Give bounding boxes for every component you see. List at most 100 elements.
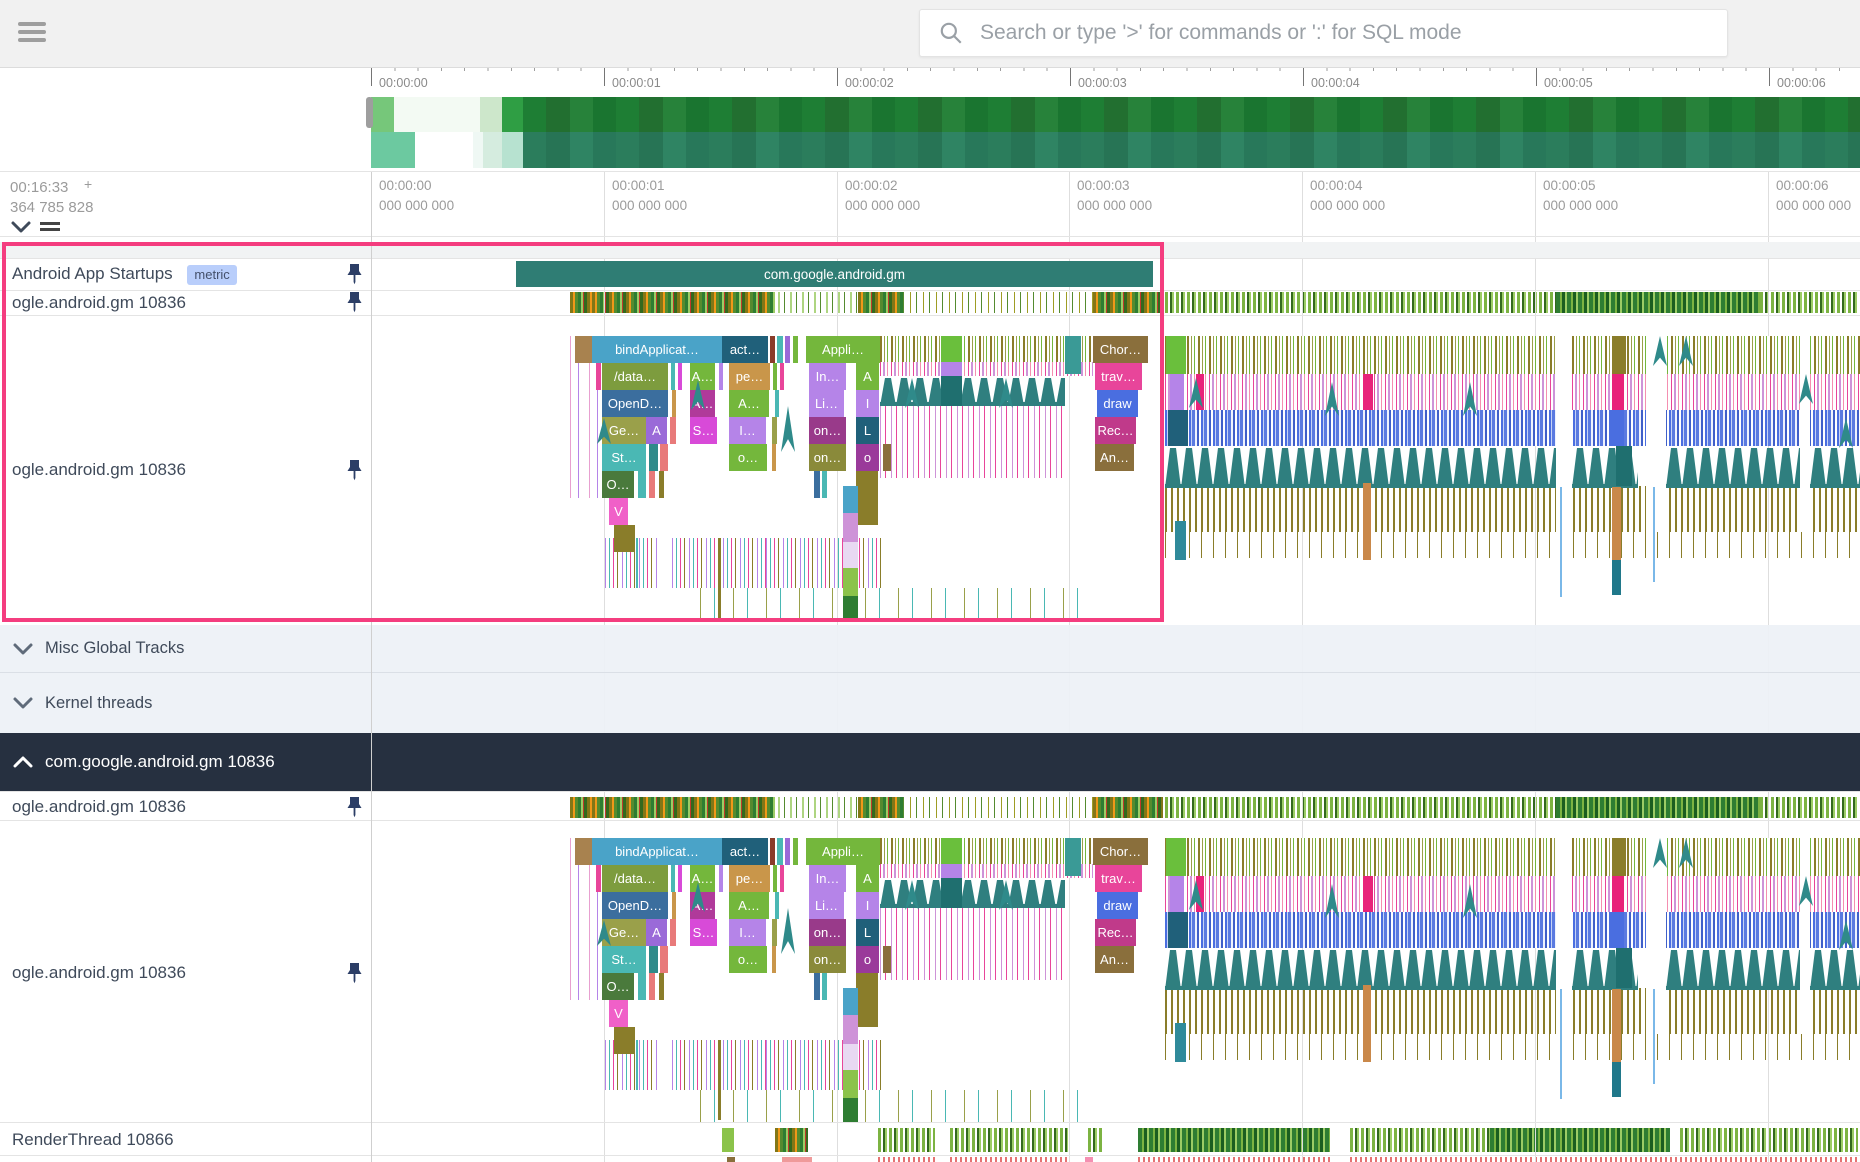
minimap-heat-cell[interactable] — [394, 97, 480, 132]
flame-slice[interactable] — [772, 417, 777, 444]
minimap-heat-cell[interactable] — [502, 97, 523, 132]
strip-segment[interactable] — [727, 1157, 735, 1162]
strip-segment[interactable] — [903, 292, 1093, 313]
flame-block[interactable] — [941, 336, 962, 362]
flame-slice[interactable] — [719, 363, 723, 390]
flame-chart[interactable]: bindApplicat… act… Appli… Chor…/data… A… pe… I… — [0, 322, 1860, 618]
flame-slice[interactable]: OpenD… — [602, 892, 668, 919]
strip-segment[interactable] — [1680, 1128, 1858, 1152]
strip-segment[interactable] — [1088, 1128, 1102, 1152]
flame-slice[interactable]: o… — [729, 946, 767, 973]
flame-slice[interactable] — [772, 946, 776, 973]
group-kernel-threads[interactable]: Kernel threads — [0, 673, 1860, 733]
flame-slice[interactable]: o… — [729, 444, 767, 471]
flame-slice[interactable]: O… — [602, 973, 634, 1000]
flame-slice[interactable]: An… — [1095, 946, 1134, 973]
flame-chart-2[interactable]: bindApplicat… act… Appli… Chor…/data… A… pe… I… — [0, 824, 1860, 1122]
flame-slice[interactable] — [614, 525, 635, 552]
flame-slice[interactable] — [649, 471, 655, 498]
strip-segment[interactable] — [592, 292, 775, 313]
minimap-heat-cell[interactable] — [480, 97, 502, 132]
strip-segment[interactable] — [1165, 292, 1556, 313]
flame-block[interactable] — [1168, 912, 1188, 948]
minimap-heat-cell[interactable] — [523, 97, 1860, 132]
flame-slice[interactable] — [672, 892, 676, 919]
flame-slice[interactable]: act… — [722, 838, 768, 865]
pin-icon[interactable] — [346, 459, 363, 481]
flame-slice[interactable] — [660, 946, 668, 973]
flame-slice[interactable] — [678, 865, 682, 892]
flame-block[interactable] — [941, 838, 962, 864]
strip-segment[interactable] — [570, 292, 592, 313]
flame-slice[interactable] — [649, 444, 658, 471]
flame-slice[interactable]: bindApplicat… — [592, 838, 722, 865]
flame-slice[interactable]: Chor… — [1093, 336, 1148, 363]
flame-block[interactable] — [941, 362, 962, 376]
strip-segment[interactable] — [903, 797, 1093, 818]
flame-block[interactable] — [1363, 374, 1373, 410]
pin-icon[interactable] — [346, 796, 363, 818]
strip-segment[interactable] — [1138, 1128, 1330, 1152]
flame-slice[interactable]: act… — [722, 336, 768, 363]
flame-slice[interactable]: I — [856, 892, 879, 919]
flame-slice[interactable] — [780, 363, 784, 390]
flame-slice[interactable] — [856, 973, 878, 1000]
group-misc-global-tracks[interactable]: Misc Global Tracks — [0, 625, 1860, 673]
strip-segment[interactable] — [1490, 1128, 1670, 1152]
flame-block[interactable] — [1065, 838, 1081, 876]
flame-slice[interactable]: Rec… — [1095, 919, 1136, 946]
flame-slice[interactable] — [777, 838, 783, 865]
search-input[interactable] — [978, 20, 1727, 46]
strip-segment[interactable] — [1556, 797, 1760, 818]
process-group-header[interactable]: com.google.android.gm 10836 — [0, 733, 1860, 791]
strip-segment[interactable] — [1093, 797, 1163, 818]
strip-segment[interactable] — [878, 1157, 935, 1162]
pin-icon[interactable] — [346, 291, 363, 313]
flame-slice[interactable] — [596, 363, 601, 390]
flame-slice[interactable]: o — [856, 444, 879, 471]
strip-segment[interactable] — [1760, 292, 1858, 313]
flame-slice[interactable]: Appli… — [806, 838, 880, 865]
flame-slice[interactable]: I — [856, 390, 879, 417]
flame-slice[interactable] — [883, 444, 891, 471]
flame-slice[interactable] — [856, 471, 878, 498]
strip-segment[interactable] — [1138, 1157, 1330, 1162]
flame-slice[interactable] — [822, 471, 827, 498]
strip-segment[interactable] — [1165, 797, 1556, 818]
flame-slice[interactable] — [814, 471, 820, 498]
flame-slice[interactable]: I… — [729, 417, 766, 444]
flame-slice[interactable]: A — [646, 417, 667, 444]
flame-slice[interactable] — [773, 865, 777, 892]
flame-slice[interactable] — [770, 336, 775, 363]
flame-block[interactable] — [1612, 336, 1626, 374]
flame-slice[interactable] — [822, 973, 827, 1000]
track-name-thread-strip[interactable]: ogle.android.gm 10836 — [12, 293, 186, 312]
startup-slice[interactable]: com.google.android.gm — [516, 261, 1153, 287]
flame-slice[interactable]: St… — [602, 946, 646, 973]
flame-slice[interactable]: Li… — [809, 892, 844, 919]
flame-slice[interactable]: St… — [602, 444, 646, 471]
flame-slice[interactable] — [649, 973, 655, 1000]
flame-slice[interactable]: L — [856, 919, 879, 946]
flame-block[interactable] — [941, 376, 962, 406]
track-name-renderthread[interactable]: RenderThread 10866 — [12, 1130, 174, 1149]
flame-slice[interactable] — [719, 865, 723, 892]
minimap-heat-cell[interactable] — [371, 97, 394, 132]
flame-slice[interactable]: on… — [809, 946, 846, 973]
strip-segment[interactable] — [950, 1128, 1068, 1152]
flame-slice[interactable]: A… — [729, 892, 769, 919]
flame-slice[interactable] — [638, 973, 646, 1000]
strip-segment[interactable] — [1556, 292, 1760, 313]
flame-slice[interactable]: O… — [602, 471, 634, 498]
flame-slice[interactable] — [770, 838, 775, 865]
flame-slice[interactable] — [596, 865, 601, 892]
flame-slice[interactable] — [649, 946, 658, 973]
minimap-heat-cell[interactable] — [371, 132, 415, 168]
flame-block[interactable] — [1610, 410, 1624, 446]
flame-slice[interactable] — [856, 498, 878, 525]
minimap-heat-cell[interactable] — [483, 132, 502, 168]
flame-slice[interactable]: Ge… — [602, 919, 646, 946]
flame-block[interactable] — [1612, 838, 1626, 876]
strip-segment[interactable] — [858, 797, 903, 818]
minimap-heat-cell[interactable] — [415, 132, 473, 168]
